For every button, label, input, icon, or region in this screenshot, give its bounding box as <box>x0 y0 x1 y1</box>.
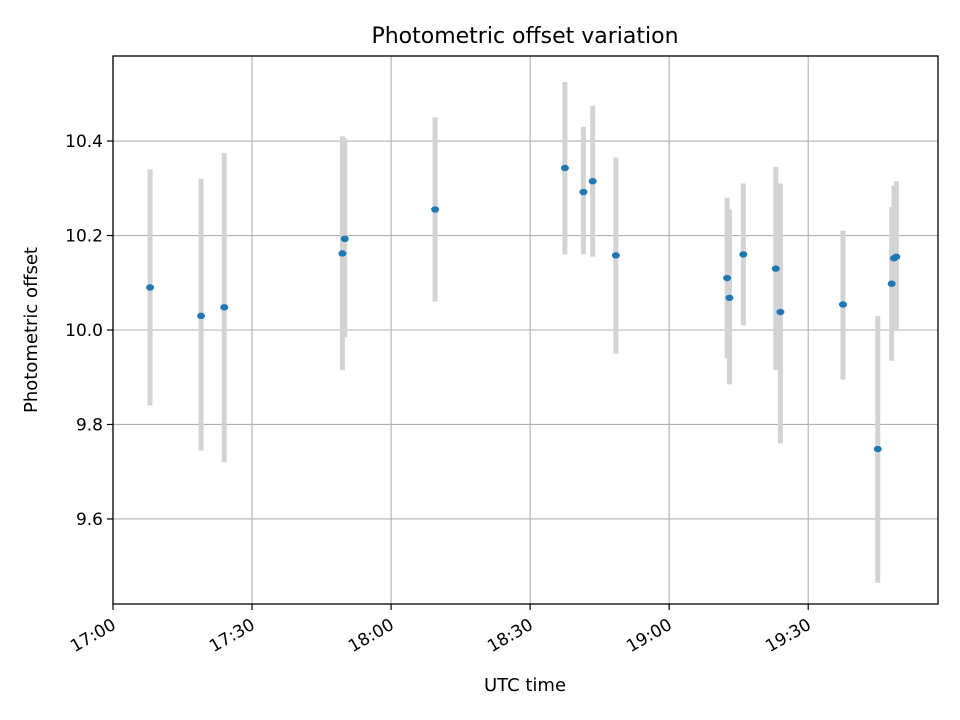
x-tick-label: 19:00 <box>623 615 675 657</box>
x-tick-label: 17:30 <box>206 615 258 657</box>
x-tick-label: 17:00 <box>67 615 119 657</box>
data-point <box>892 253 901 260</box>
grid <box>112 56 938 604</box>
data-point <box>723 274 732 282</box>
data-point <box>146 284 155 291</box>
data-point <box>560 164 569 172</box>
x-tick-label: 18:00 <box>345 615 397 657</box>
data-point <box>431 206 440 213</box>
y-axis-label: Photometric offset <box>21 247 42 413</box>
chart-title: Photometric offset variation <box>371 24 678 49</box>
data-point <box>776 308 785 316</box>
data-point <box>725 294 734 302</box>
errorbars <box>147 81 899 583</box>
y-tick-label: 10.2 <box>65 227 103 247</box>
data-point <box>338 250 347 257</box>
x-tick-label: 19:30 <box>762 615 814 657</box>
data-point <box>739 251 748 258</box>
data-point <box>340 235 349 243</box>
data-point <box>771 265 780 272</box>
data-point <box>579 188 588 196</box>
x-axis-label: UTC time <box>484 675 566 696</box>
axis-ticks: 17:00 17:30 18:00 18:30 19:00 19:30 9.6 9.8 10.0… <box>65 132 815 657</box>
x-tick-label: 18:30 <box>484 615 536 657</box>
data-points <box>146 164 901 453</box>
data-point <box>838 301 847 308</box>
data-point <box>197 312 206 320</box>
y-tick-label: 10.0 <box>65 321 103 341</box>
plot-frame <box>112 55 939 605</box>
y-tick-label: 9.8 <box>76 415 103 435</box>
data-point <box>887 280 896 287</box>
data-point <box>220 304 229 311</box>
y-tick-label: 10.4 <box>65 132 103 152</box>
data-point <box>588 177 597 185</box>
y-tick-label: 9.6 <box>76 510 103 530</box>
data-point <box>611 252 620 259</box>
data-point <box>873 445 882 453</box>
